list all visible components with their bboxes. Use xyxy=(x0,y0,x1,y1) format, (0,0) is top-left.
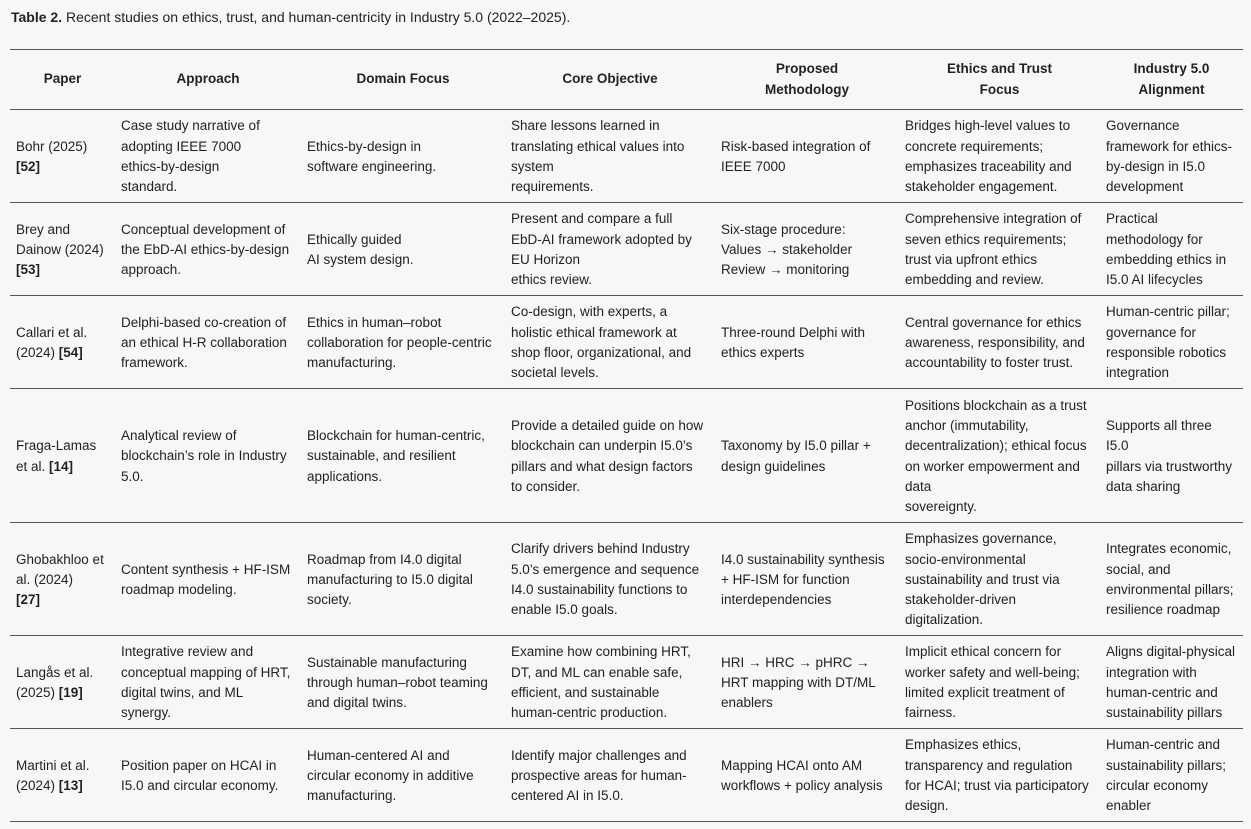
reference-link[interactable]: [52] xyxy=(16,159,41,174)
core-objective-cell: Provide a detailed guide on how blockcha… xyxy=(505,388,715,523)
domain-focus-cell: Ethically guided AI system design. xyxy=(301,202,505,296)
alignment-cell: Practical methodology for embedding ethi… xyxy=(1100,202,1243,296)
paper-citation: Bohr (2025) xyxy=(16,138,88,154)
reference-link[interactable]: [19] xyxy=(58,685,83,700)
ethics-trust-cell: Implicit ethical concern for worker safe… xyxy=(899,635,1100,729)
methodology-cell: Taxonomy by I5.0 pillar + design guideli… xyxy=(715,388,899,523)
paper-cell: Callari et al. (2024) [54] xyxy=(10,295,115,389)
methodology-cell: I4.0 sustainability synthesis + HF-ISM f… xyxy=(715,522,899,636)
alignment-cell: Governance framework for ethics- by-desi… xyxy=(1100,109,1243,203)
approach-cell: Position paper on HCAI in I5.0 and circu… xyxy=(115,728,301,822)
studies-table-container: Paper Approach Domain Focus Core Objective P… xyxy=(10,49,1243,822)
table-row: Martini et al. (2024) [13] Position paper… xyxy=(10,728,1243,822)
approach-cell: Integrative review and conceptual mappin… xyxy=(115,635,301,729)
ethics-trust-cell: Central governance for ethics awareness,… xyxy=(899,295,1100,389)
header-core-objective: Core Objective xyxy=(505,50,715,110)
table-header: Paper Approach Domain Focus Core Objective P… xyxy=(10,50,1243,110)
reference-link[interactable]: [54] xyxy=(58,345,83,360)
table-body: Bohr (2025) [52] Case study narrative of … xyxy=(10,109,1243,822)
header-domain-focus: Domain Focus xyxy=(301,50,505,110)
alignment-cell: Integrates economic, social, and environ… xyxy=(1100,522,1243,636)
approach-cell: Analytical review of blockchain’s role i… xyxy=(115,388,301,523)
paper-cell: Brey and Dainow (2024) [53] xyxy=(10,202,115,296)
alignment-cell: Supports all three I5.0 pillars via trus… xyxy=(1100,388,1243,523)
domain-focus-cell: Human-centered AI and circular economy i… xyxy=(301,728,505,822)
core-objective-cell: Share lessons learned in translating eth… xyxy=(505,109,715,203)
core-objective-cell: Co-design, with experts, a holistic ethi… xyxy=(505,295,715,389)
reference-link[interactable]: [14] xyxy=(49,458,74,474)
table-row: Ghobakhloo et al. (2024) [27] Content syn… xyxy=(10,522,1243,636)
methodology-cell: HRI → HRC → pHRC → HRT mapping with DT/M… xyxy=(715,635,899,729)
paper-citation: Martini et al. (2024) xyxy=(16,757,90,793)
domain-focus-cell: Ethics in human–robot collaboration for … xyxy=(301,295,505,389)
ethics-trust-cell: Bridges high-level values to concrete re… xyxy=(899,109,1100,203)
header-proposed-methodology: Proposed Methodology xyxy=(715,50,899,110)
header-ethics-trust-focus: Ethics and Trust Focus xyxy=(899,50,1100,110)
paper-cell: Martini et al. (2024) [13] xyxy=(10,728,115,822)
caption-text: Recent studies on ethics, trust, and hum… xyxy=(62,9,571,25)
reference-link[interactable]: [13] xyxy=(58,778,83,793)
reference-link[interactable]: [27] xyxy=(16,592,41,608)
ethics-trust-cell: Emphasizes ethics, transparency and regu… xyxy=(899,728,1100,822)
paper-cell: Bohr (2025) [52] xyxy=(10,109,115,203)
table-row: Callari et al. (2024) [54] Delphi-based c… xyxy=(10,295,1243,389)
ethics-trust-cell: Positions blockchain as a trust anchor (… xyxy=(899,388,1100,523)
core-objective-cell: Clarify drivers behind Industry 5.0’s em… xyxy=(505,522,715,636)
approach-cell: Content synthesis + HF-ISM roadmap model… xyxy=(115,522,301,636)
table-row: Bohr (2025) [52] Case study narrative of … xyxy=(10,109,1243,203)
approach-cell: Conceptual development of the EbD-AI eth… xyxy=(115,202,301,296)
paper-citation: Ghobakhloo et al. (2024) xyxy=(16,551,104,587)
table-row: Brey and Dainow (2024) [53] Conceptual de… xyxy=(10,202,1243,296)
methodology-cell: Risk-based integration of IEEE 7000 xyxy=(715,109,899,203)
methodology-cell: Mapping HCAI onto AM workflows + policy … xyxy=(715,728,899,822)
paper-citation: Fraga-Lamas et al. xyxy=(16,438,97,474)
table-row: Fraga-Lamas et al. [14] Analytical review… xyxy=(10,388,1243,523)
domain-focus-cell: Ethics-by-design in software engineering… xyxy=(301,109,505,203)
methodology-cell: Six-stage procedure: Values → stakeholde… xyxy=(715,202,899,296)
core-objective-cell: Present and compare a full EbD-AI framew… xyxy=(505,202,715,296)
domain-focus-cell: Sustainable manufacturing through human–… xyxy=(301,635,505,729)
approach-cell: Delphi-based co-creation of an ethical H… xyxy=(115,295,301,389)
paper-cell: Fraga-Lamas et al. [14] xyxy=(10,388,115,523)
header-approach: Approach xyxy=(115,50,301,110)
core-objective-cell: Identify major challenges and prospectiv… xyxy=(505,728,715,822)
paper-cell: Ghobakhloo et al. (2024) [27] xyxy=(10,522,115,636)
caption-label: Table 2. xyxy=(11,9,63,25)
table-caption: Table 2. Recent studies on ethics, trust… xyxy=(11,8,570,26)
table-row: Langås et al. (2025) [19] Integrative rev… xyxy=(10,635,1243,729)
header-paper: Paper xyxy=(10,50,115,110)
ethics-trust-cell: Comprehensive integration of seven ethic… xyxy=(899,202,1100,296)
paper-citation: Callari et al. (2024) xyxy=(16,324,88,360)
paper-cell: Langås et al. (2025) [19] xyxy=(10,635,115,729)
ethics-trust-cell: Emphasizes governance, socio-environment… xyxy=(899,522,1100,636)
alignment-cell: Human-centric pillar; governance for res… xyxy=(1100,295,1243,389)
domain-focus-cell: Blockchain for human-centric, sustainabl… xyxy=(301,388,505,523)
paper-citation: Brey and Dainow (2024) xyxy=(16,221,104,257)
alignment-cell: Human-centric and sustainability pillars… xyxy=(1100,728,1243,822)
studies-table: Paper Approach Domain Focus Core Objective P… xyxy=(10,50,1243,822)
alignment-cell: Aligns digital-physical integration with… xyxy=(1100,635,1243,729)
header-row: Paper Approach Domain Focus Core Objective P… xyxy=(10,50,1243,110)
domain-focus-cell: Roadmap from I4.0 digital manufacturing … xyxy=(301,522,505,636)
core-objective-cell: Examine how combining HRT, DT, and ML ca… xyxy=(505,635,715,729)
header-industry-alignment: Industry 5.0 Alignment xyxy=(1100,50,1243,110)
reference-link[interactable]: [53] xyxy=(16,262,41,278)
methodology-cell: Three-round Delphi with ethics experts xyxy=(715,295,899,389)
approach-cell: Case study narrative of adopting IEEE 70… xyxy=(115,109,301,203)
paper-citation: Langås et al. (2025) xyxy=(16,664,94,700)
